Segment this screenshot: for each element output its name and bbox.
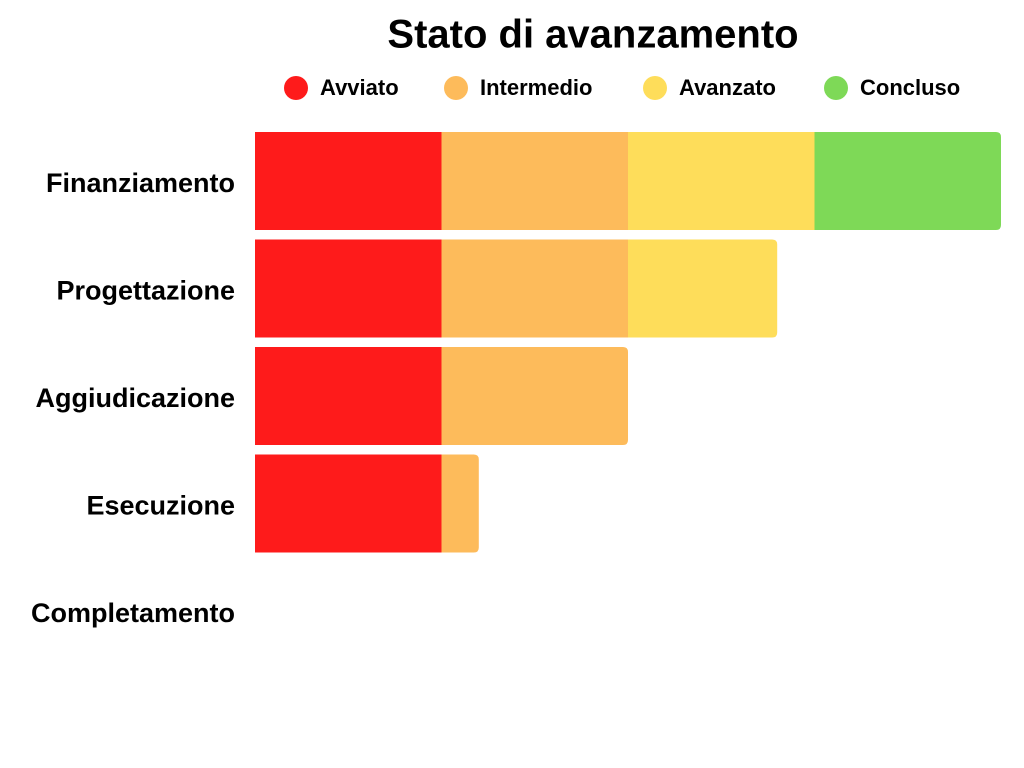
legend-swatch (824, 76, 848, 100)
legend-swatch (284, 76, 308, 100)
legend-label: Intermedio (480, 75, 592, 100)
bar-segment (441, 239, 628, 338)
y-tick-label: Esecuzione (86, 491, 235, 521)
bar-segment (814, 132, 1001, 230)
y-tick-label: Finanziamento (46, 168, 235, 198)
bar-segment (255, 239, 442, 338)
y-tick-label: Completamento (31, 598, 235, 628)
bar-segment (441, 454, 479, 553)
bar-segment (255, 347, 442, 445)
bar-segment (628, 132, 815, 230)
bar-segment (255, 132, 442, 230)
bar-segment (255, 454, 442, 553)
legend-swatch (444, 76, 468, 100)
y-tick-label: Progettazione (56, 276, 235, 306)
legend-label: Concluso (860, 75, 960, 100)
legend-swatch (643, 76, 667, 100)
bar-segment (441, 132, 628, 230)
chart-title: Stato di avanzamento (387, 13, 798, 57)
y-tick-label: Aggiudicazione (35, 383, 235, 413)
bar-segment (628, 239, 778, 338)
legend-label: Avviato (320, 75, 399, 100)
bar-segment (441, 347, 628, 445)
legend-label: Avanzato (679, 75, 776, 100)
